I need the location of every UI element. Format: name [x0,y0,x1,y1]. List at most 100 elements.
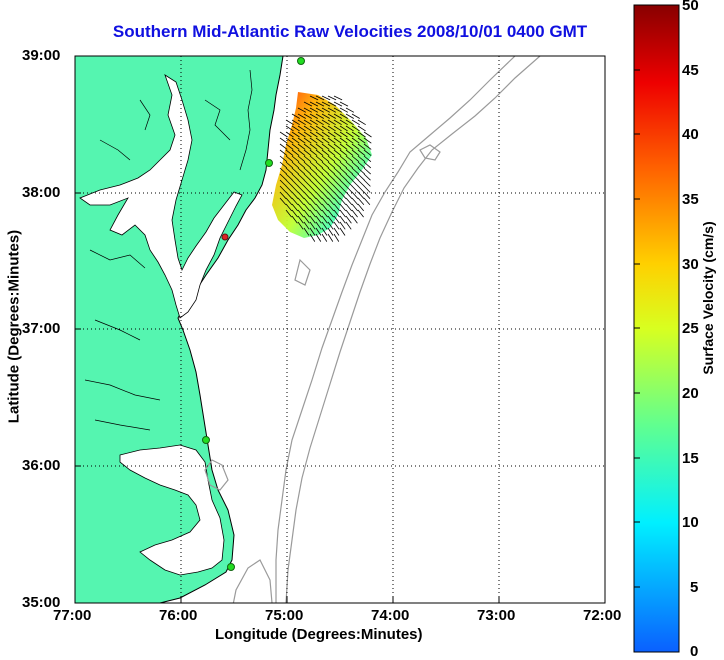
velocity-arrow [333,209,340,218]
velocity-arrow [321,113,330,119]
velocity-arrow [351,119,360,126]
velocity-arrow [315,149,324,156]
velocity-arrow [309,95,319,101]
velocity-arrow [291,137,300,144]
velocity-arrow [333,227,340,236]
velocity-arrow [339,221,346,230]
velocity-arrow [357,191,365,199]
velocity-arrow [321,155,330,163]
velocity-arrow [351,197,359,206]
velocity-arrow [363,167,371,175]
velocity-arrow [297,161,306,169]
velocity-arrow [291,167,299,175]
velocity-arrow [303,185,311,193]
velocity-arrow [321,221,328,230]
velocity-arrow [327,209,334,218]
velocity-arrow [339,227,346,236]
velocity-arrow [297,119,306,126]
velocity-arrow [303,197,311,206]
velocity-arrow [291,203,299,212]
velocity-arrow [291,185,299,193]
velocity-arrow [321,95,331,101]
map-title: Southern Mid-Atlantic Raw Velocities 200… [112,22,588,41]
chesapeake-bay [79,74,243,319]
velocity-arrow [363,173,371,181]
velocity-arrow [333,233,340,242]
velocity-arrow [327,155,336,163]
velocity-arrow [309,149,318,156]
velocity-arrow [309,197,317,206]
velocity-arrow [303,125,312,132]
velocity-arrow [285,209,292,218]
velocity-arrow [297,203,305,212]
velocity-arrow [279,197,287,206]
velocity-arrow [285,131,294,138]
velocity-arrow [309,203,317,212]
velocity-arrow [309,107,319,113]
velocity-arrow [321,143,330,150]
velocity-arrow [327,227,334,236]
velocity-arrow [327,191,335,199]
pamlico-sound [119,444,225,576]
velocity-arrow [357,173,365,181]
velocity-arrow [339,137,348,144]
velocity-arrow [351,167,359,175]
velocity-arrow [297,131,306,138]
velocity-arrow [285,143,294,150]
velocity-arrow [315,143,324,150]
velocity-arrow [357,185,365,193]
velocity-arrow [285,185,293,193]
velocity-arrow [303,137,312,144]
velocity-arrow [315,191,323,199]
velocity-arrow [315,119,324,126]
velocity-arrow [357,149,366,156]
velocity-arrow [309,227,316,236]
velocity-arrow [285,203,293,212]
velocity-arrow [327,95,337,101]
velocity-arrow [291,173,299,181]
velocity-arrow [345,209,352,218]
velocity-field [272,92,372,238]
velocity-arrow [321,167,329,175]
velocity-arrow [279,155,288,163]
velocity-arrow [345,215,352,224]
colorbar-tick-label: 45 [682,62,699,79]
velocity-arrow [327,143,336,150]
velocity-arrow [333,221,340,230]
velocity-arrow [315,197,323,206]
bathymetry-contours [204,56,541,603]
velocity-arrow [321,107,331,113]
velocity-arrow [303,227,310,236]
velocity-arrow [351,179,359,187]
velocity-arrow [339,113,348,119]
velocity-arrow [321,173,329,181]
velocity-arrow [339,101,349,107]
velocity-arrow [351,149,360,156]
velocity-arrow [327,185,335,193]
velocity-arrow [351,209,358,218]
velocity-arrow [303,131,312,138]
velocity-arrow [345,131,354,138]
velocity-arrow [339,125,348,132]
velocity-arrow [297,137,306,144]
velocity-arrow [321,203,329,212]
velocity-arrow [309,119,318,126]
velocity-arrow [327,215,334,224]
velocity-arrow [303,119,312,126]
velocity-arrow [297,191,305,199]
velocity-arrow [345,107,355,113]
velocity-arrow [339,167,347,175]
velocity-arrow [315,137,324,144]
velocity-arrow [363,161,372,169]
colorbar-tick-label: 5 [690,579,699,596]
velocity-arrow [291,131,300,138]
velocity-arrow [303,149,312,156]
velocity-arrow [351,155,360,163]
velocity-arrow [291,155,300,163]
velocity-arrow [297,185,305,193]
velocity-arrow [345,137,354,144]
velocity-arrow [279,149,288,156]
velocity-arrow [357,131,366,138]
velocity-arrow [315,215,322,224]
velocity-arrow [309,233,316,242]
